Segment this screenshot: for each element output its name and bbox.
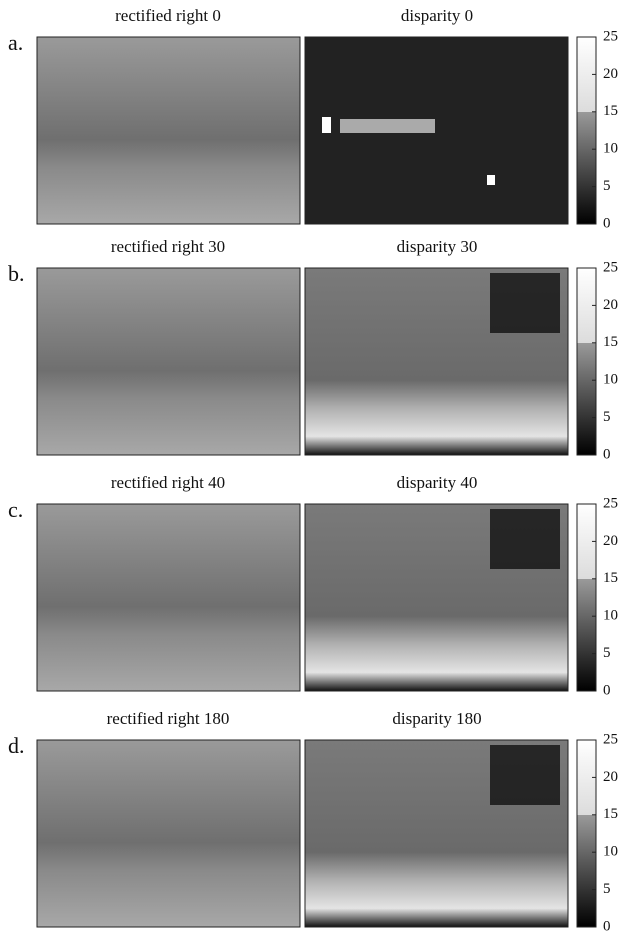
colorbar-tick-label: 0: [603, 682, 611, 698]
colorbar-tick-label: 20: [603, 769, 618, 785]
disparity-blob: [340, 119, 435, 133]
colorbar: [577, 504, 596, 691]
colorbar-tick-label: 10: [603, 844, 618, 860]
disparity-hole: [490, 509, 560, 569]
colorbar: [577, 37, 596, 224]
image-title: rectified right 40: [111, 473, 225, 492]
colorbar-tick-label: 5: [603, 645, 611, 661]
image-title: disparity 40: [397, 473, 478, 492]
panel-label: b.: [8, 261, 25, 286]
rectified-image: [37, 268, 300, 455]
colorbar-tick-label: 0: [603, 215, 611, 231]
rectified-image: [37, 37, 300, 224]
colorbar-tick-label: 20: [603, 297, 618, 313]
colorbar-tick-label: 5: [603, 409, 611, 425]
colorbar-tick-label: 15: [603, 103, 618, 119]
colorbar-tick-label: 25: [603, 495, 618, 511]
disparity-hole: [490, 273, 560, 333]
image-title: disparity 30: [397, 237, 478, 256]
colorbar-tick-label: 5: [603, 178, 611, 194]
colorbar: [577, 268, 596, 455]
colorbar-tick-label: 10: [603, 141, 618, 157]
colorbar-tick-label: 10: [603, 608, 618, 624]
colorbar-tick-label: 15: [603, 806, 618, 822]
colorbar-tick-label: 20: [603, 66, 618, 82]
colorbar-tick-label: 15: [603, 570, 618, 586]
colorbar: [577, 740, 596, 927]
image-title: disparity 0: [401, 6, 473, 25]
disparity-hole: [490, 745, 560, 805]
image-title: rectified right 0: [115, 6, 221, 25]
colorbar-tick-label: 25: [603, 28, 618, 44]
image-title: rectified right 30: [111, 237, 225, 256]
colorbar-tick-label: 20: [603, 533, 618, 549]
colorbar-tick-label: 15: [603, 334, 618, 350]
panel-label: d.: [8, 733, 25, 758]
rectified-image: [37, 504, 300, 691]
colorbar-tick-label: 5: [603, 881, 611, 897]
figure: a. rectified right 0 disparity 0 0 5 10 15 20 25…: [0, 0, 622, 937]
image-title: rectified right 180: [107, 709, 230, 728]
rectified-image: [37, 740, 300, 927]
colorbar-tick-label: 0: [603, 446, 611, 462]
panel-label: a.: [8, 30, 23, 55]
disparity-blob: [322, 117, 331, 133]
panel-label: c.: [8, 497, 23, 522]
image-title: disparity 180: [392, 709, 481, 728]
colorbar-tick-label: 25: [603, 259, 618, 275]
disparity-blob: [487, 175, 495, 185]
colorbar-tick-label: 25: [603, 731, 618, 747]
colorbar-tick-label: 10: [603, 372, 618, 388]
colorbar-tick-label: 0: [603, 918, 611, 934]
